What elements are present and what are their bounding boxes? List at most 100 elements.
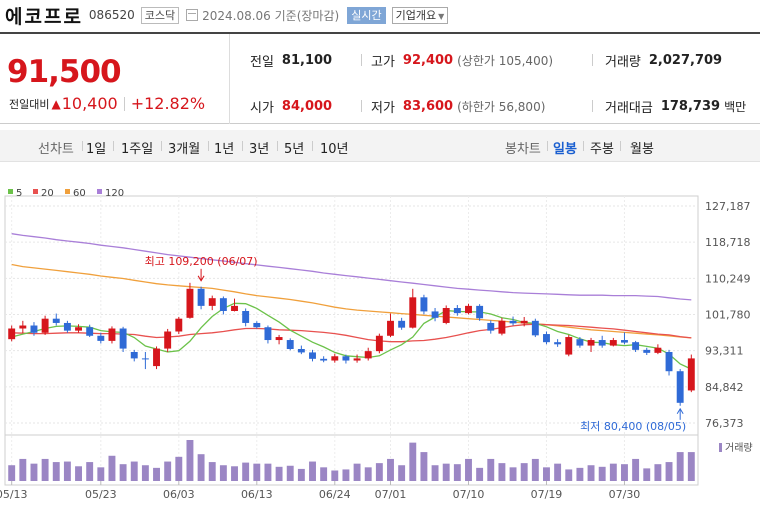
- volume-bar: [665, 462, 673, 481]
- candle-body: [621, 340, 628, 343]
- low-label: 저가: [371, 100, 395, 116]
- volume-value: 2,027,709: [648, 52, 723, 68]
- volume-bar: [520, 463, 528, 481]
- volume-bar: [654, 464, 662, 481]
- trade-value-label: 거래대금: [605, 100, 653, 116]
- change-percent: +12.82%: [130, 94, 206, 113]
- divider: [583, 141, 584, 151]
- change-amount: 10,400: [61, 94, 118, 113]
- candle-body: [242, 310, 250, 323]
- stock-name: 에코프로: [5, 5, 83, 28]
- y-tick-label: 118,718: [705, 236, 751, 249]
- company-info-dropdown[interactable]: 기업개요 ▼: [391, 6, 449, 24]
- volume-bar: [465, 458, 472, 481]
- candle-body: [431, 311, 439, 318]
- candle-body: [275, 337, 283, 341]
- volume-bar: [275, 466, 283, 481]
- volume-bar: [498, 463, 506, 481]
- company-info-label: 기업개요: [395, 8, 437, 22]
- candle-body: [52, 318, 60, 323]
- candle-body: [687, 358, 695, 391]
- candle-body: [130, 351, 138, 359]
- volume-bar: [231, 466, 238, 481]
- trade-value-cell: 거래대금 178,739 백만: [605, 96, 746, 116]
- candle-body: [587, 340, 595, 346]
- chart-toolbar: 선차트 1일 1주일 3개월 1년 3년 5년 10년 봉차트 일봉 주봉 월봉: [0, 130, 760, 162]
- high-arrowhead-icon: [197, 275, 205, 282]
- prev-close-cell: 전일 81,100: [250, 50, 332, 70]
- high-label: 고가: [371, 54, 395, 70]
- volume-bar: [197, 454, 205, 481]
- ma120-line: [11, 233, 692, 301]
- legend-swatch: [33, 189, 38, 194]
- up-arrow-icon: ▲: [51, 96, 61, 111]
- volume-bar: [309, 461, 316, 481]
- price-summary: 91,500 전일대비 ▲ 10,400 +12.82% 전일 81,100 고…: [0, 32, 760, 124]
- calendar-icon: [186, 9, 199, 21]
- candle-body: [442, 308, 450, 323]
- volume-bar: [632, 458, 640, 481]
- candle-body: [186, 288, 194, 318]
- volume-bar: [175, 456, 183, 481]
- market-badge: 코스닥: [140, 6, 180, 24]
- candle-body: [108, 328, 116, 341]
- volume-bar: [621, 464, 628, 481]
- candle-body: [498, 320, 506, 334]
- period-1y[interactable]: 1년: [214, 142, 235, 157]
- lower-limit: (하한가 56,800): [457, 99, 546, 114]
- candle-body: [19, 325, 27, 329]
- candle-body: [141, 358, 149, 360]
- period-1d[interactable]: 1일: [86, 142, 107, 157]
- candle-body: [654, 347, 662, 353]
- divider: [361, 54, 362, 66]
- period-1w[interactable]: 1주일: [121, 142, 154, 157]
- candle-body: [197, 288, 205, 306]
- volume-bar: [531, 458, 539, 481]
- y-tick-label: 110,249: [705, 272, 751, 285]
- volume-bar: [41, 458, 49, 481]
- candle-daily[interactable]: 일봉: [553, 142, 577, 157]
- candle-chart-label[interactable]: 봉차트: [505, 142, 541, 157]
- high-annotation: 최고 109,200 (06/07): [145, 255, 258, 268]
- period-3m[interactable]: 3개월: [168, 142, 201, 157]
- candle-body: [398, 320, 406, 328]
- candle-body: [554, 342, 562, 345]
- open-label: 시가: [250, 100, 274, 116]
- divider: [242, 141, 243, 151]
- candlestick-chart[interactable]: 5 20 60 120 127,187 118,718 110,249 101,780 93,3…: [0, 180, 760, 510]
- candle-monthly[interactable]: 월봉: [630, 142, 654, 157]
- candle-body: [320, 358, 328, 361]
- candle-body: [353, 358, 361, 361]
- volume-bar: [509, 467, 517, 481]
- volume-bar: [242, 462, 250, 481]
- candle-weekly[interactable]: 주봉: [590, 142, 614, 157]
- realtime-button[interactable]: 실시간: [347, 6, 386, 24]
- candle-body: [286, 340, 294, 350]
- chevron-down-icon: ▼: [438, 11, 445, 21]
- period-3y[interactable]: 3년: [249, 142, 270, 157]
- ma60-line: [11, 263, 692, 339]
- volume-bar: [453, 464, 461, 481]
- volume-bar: [264, 463, 272, 481]
- volume-bar: [331, 470, 339, 481]
- y-tick-label: 127,187: [705, 200, 751, 213]
- volume-legend-label: 거래량: [725, 442, 753, 454]
- open-cell: 시가 84,000: [250, 96, 332, 116]
- trade-value: 178,739: [660, 98, 721, 114]
- volume-bar: [398, 465, 406, 481]
- prev-close-value: 81,100: [281, 52, 333, 68]
- candle-body: [219, 298, 227, 311]
- candle-body: [119, 328, 127, 349]
- period-10y[interactable]: 10년: [320, 142, 349, 157]
- period-5y[interactable]: 5년: [284, 142, 305, 157]
- candle-body: [342, 356, 350, 361]
- line-chart-label[interactable]: 선차트: [38, 142, 74, 157]
- candle-body: [632, 342, 640, 350]
- volume-legend-swatch: [719, 443, 722, 452]
- x-tick-label: 07/10: [453, 488, 485, 501]
- volume-cell: 거래량 2,027,709: [605, 50, 722, 70]
- divider: [123, 96, 125, 111]
- volume-bar: [687, 452, 695, 481]
- x-tick-label: 05/23: [85, 488, 117, 501]
- volume-bar: [364, 467, 372, 481]
